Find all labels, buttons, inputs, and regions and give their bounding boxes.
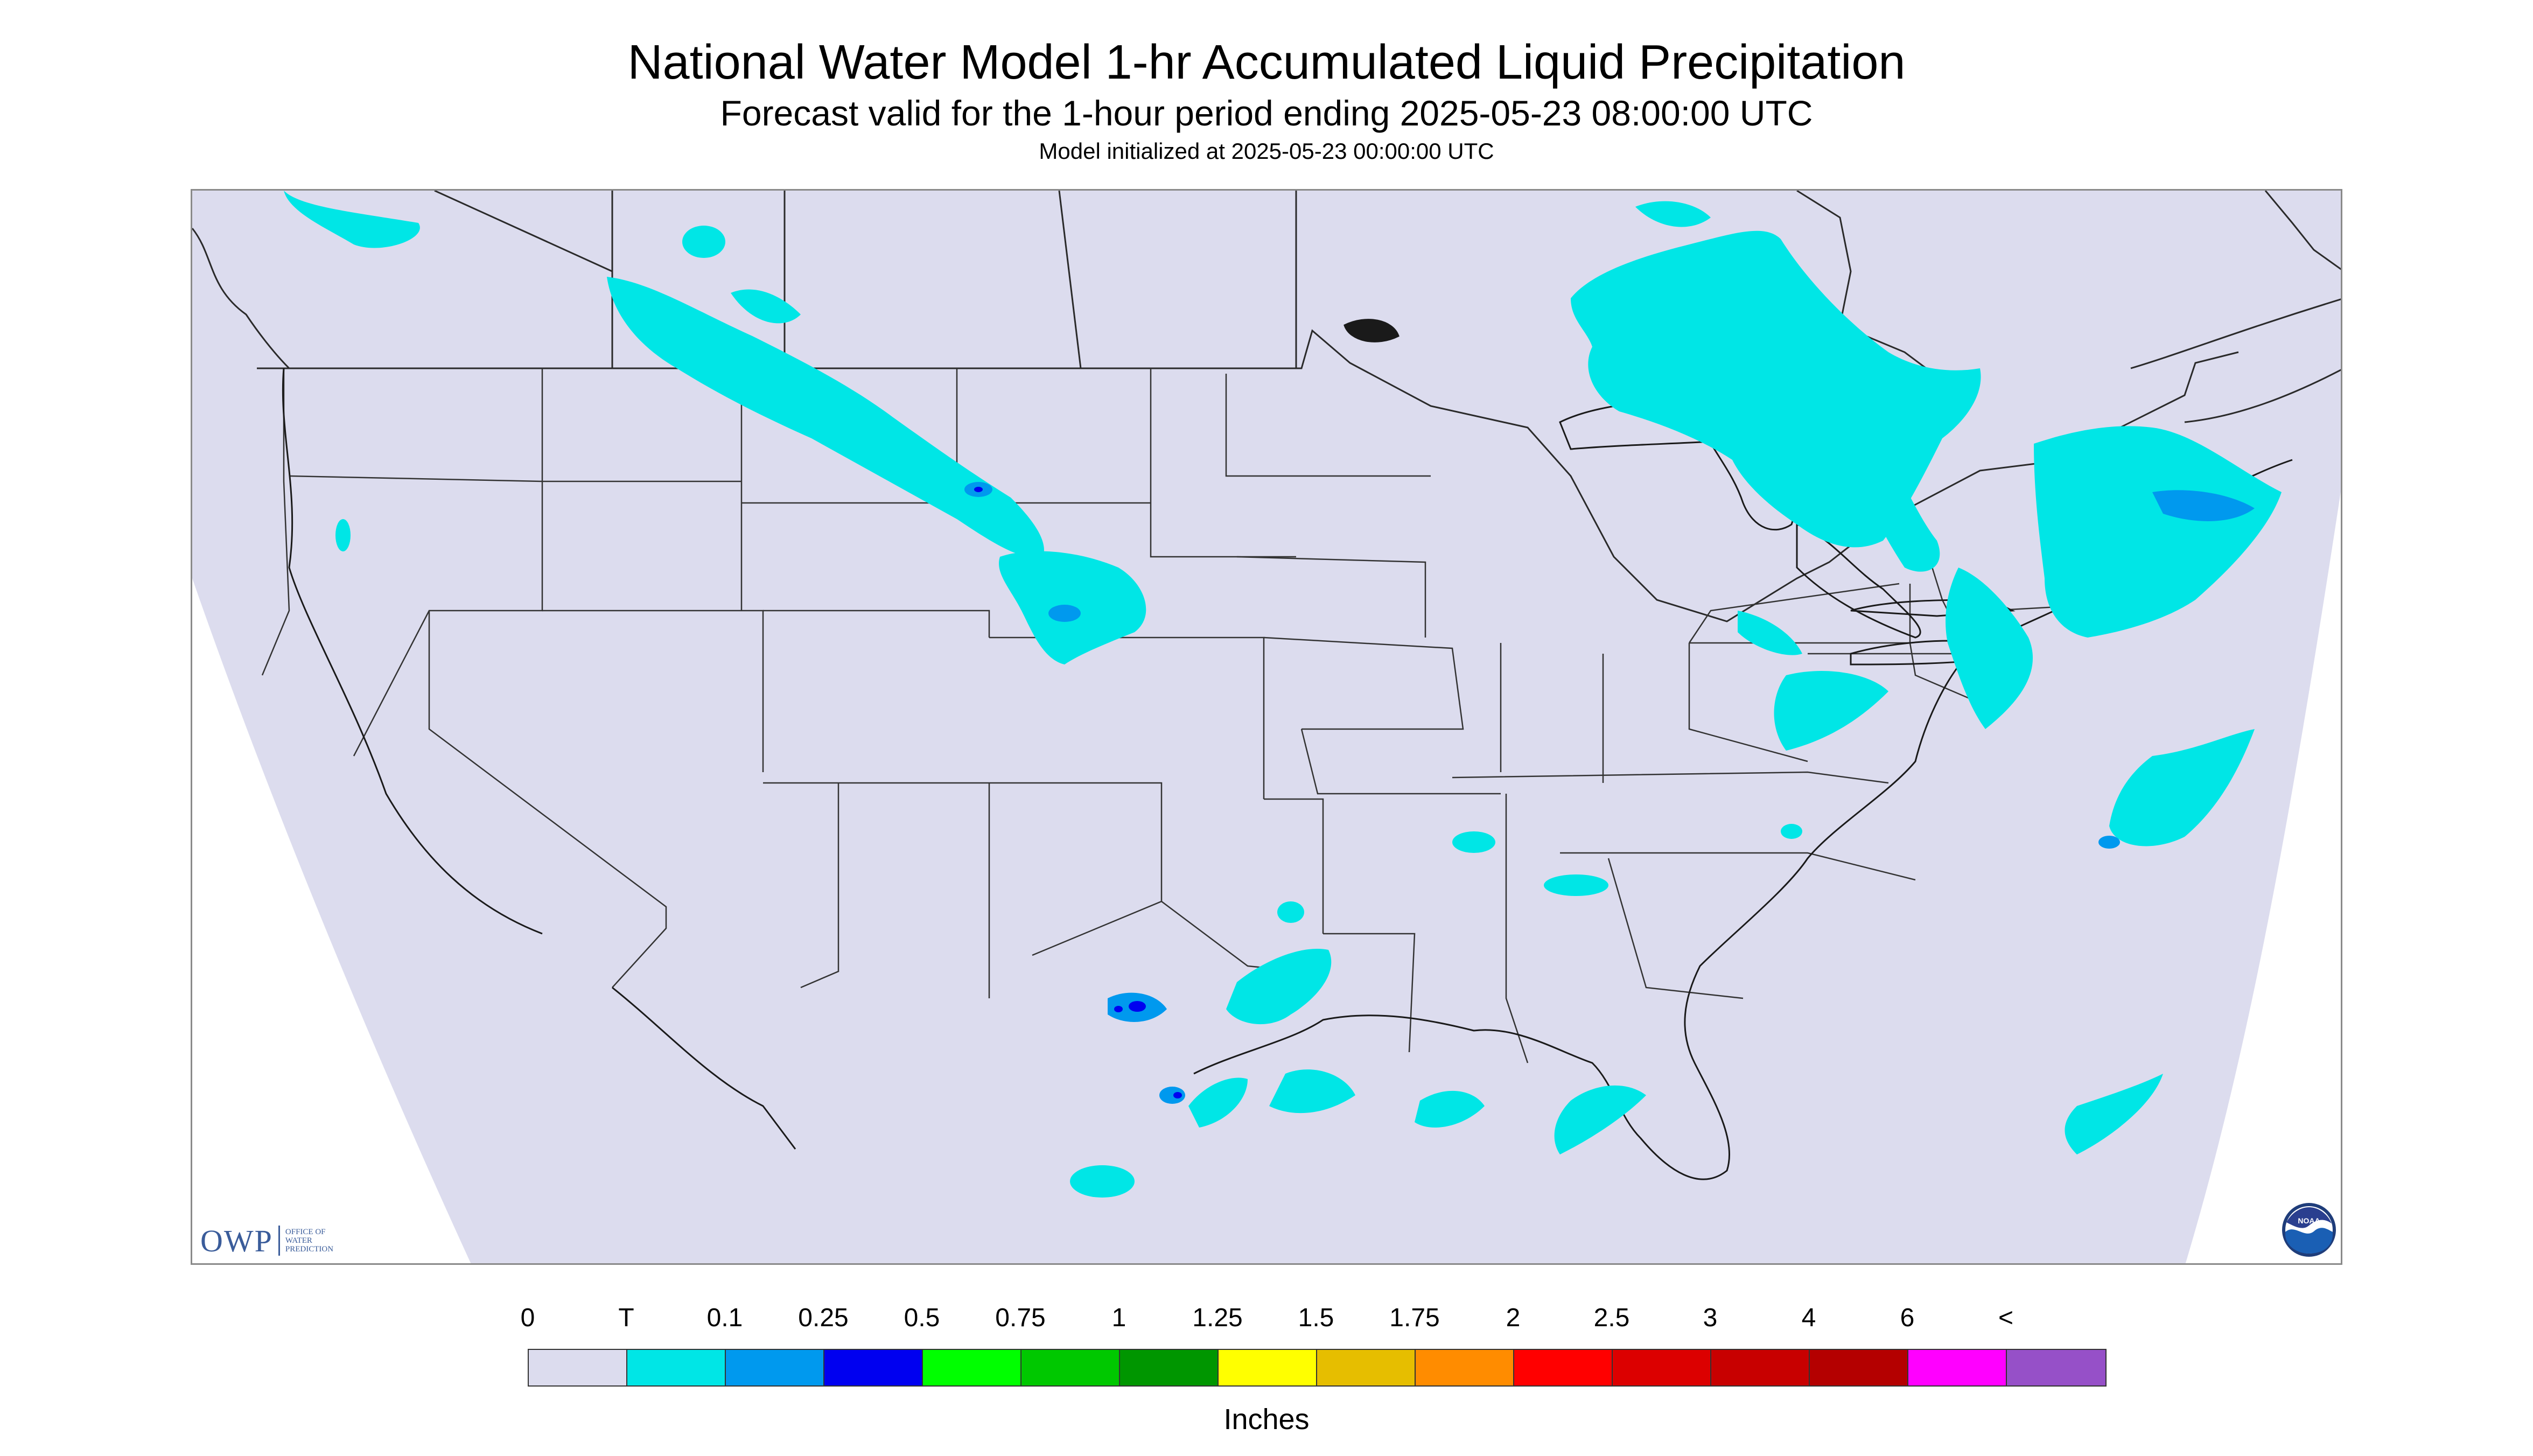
legend-label: 2.5 [1593, 1304, 1630, 1332]
legend-label: 2 [1506, 1304, 1521, 1332]
legend-label: 1.5 [1298, 1304, 1334, 1332]
legend-swatch [1810, 1350, 1908, 1385]
legend-units: Inches [1223, 1403, 1310, 1436]
model-init-line: Model initialized at 2025-05-23 00:00:00… [1039, 138, 1494, 164]
owp-fullname: Office of Water Prediction [285, 1228, 333, 1254]
legend-swatch [627, 1350, 726, 1385]
legend-labels: 0 T 0.1 0.25 0.5 0.75 1 1.25 1.5 1.75 2 2.5 3 4 6 < [0, 1302, 2533, 1340]
forecast-valid-subtitle: Forecast valid for the 1-hour period end… [720, 93, 1813, 133]
model-domain [192, 191, 2341, 1263]
owp-line1: Office of [285, 1228, 326, 1236]
legend-label: 3 [1703, 1304, 1718, 1332]
legend-label: 1.75 [1389, 1304, 1440, 1332]
owp-abbrev: OWP [200, 1223, 273, 1258]
owp-line3: Prediction [285, 1245, 334, 1254]
legend-swatch [923, 1350, 1021, 1385]
legend-label: 0.25 [798, 1304, 849, 1332]
legend-swatch [1416, 1350, 1514, 1385]
legend-swatch [2007, 1350, 2105, 1385]
legend-swatch [1908, 1350, 2007, 1385]
legend-label: 6 [1900, 1304, 1915, 1332]
map-canvas [192, 191, 2341, 1263]
legend-label: 0.1 [706, 1304, 743, 1332]
precip-moderate-areas [974, 487, 1182, 1098]
legend-label: 0 [520, 1304, 535, 1332]
legend-swatch [529, 1350, 627, 1385]
legend-swatch [1219, 1350, 1317, 1385]
owp-line2: Water [285, 1236, 312, 1245]
legend-label: 0.75 [995, 1304, 1046, 1332]
legend-swatch [726, 1350, 824, 1385]
legend-label: T [618, 1304, 634, 1332]
legend-label: 0.5 [904, 1304, 940, 1332]
legend-label: 4 [1801, 1304, 1816, 1332]
legend-swatch [1514, 1350, 1613, 1385]
owp-divider [278, 1226, 280, 1256]
legend-swatch [1021, 1350, 1120, 1385]
noaa-text: NOAA [2298, 1216, 2320, 1225]
map-title: National Water Model 1-hr Accumulated Li… [627, 36, 1906, 89]
legend-label: 1.25 [1192, 1304, 1243, 1332]
legend-color-bar [528, 1349, 2107, 1387]
owp-logo: OWP Office of Water Prediction [200, 1221, 333, 1260]
legend-swatch [1711, 1350, 1810, 1385]
precip-trace-areas [284, 191, 2282, 1198]
legend-swatch [1120, 1350, 1219, 1385]
legend-swatch [824, 1350, 923, 1385]
legend-label: 1 [1111, 1304, 1126, 1332]
legend-swatch [1317, 1350, 1416, 1385]
legend-label: < [1998, 1304, 2014, 1332]
noaa-logo: NOAA [2282, 1203, 2336, 1257]
legend-swatch [1613, 1350, 1711, 1385]
precipitation-map[interactable] [191, 189, 2342, 1265]
